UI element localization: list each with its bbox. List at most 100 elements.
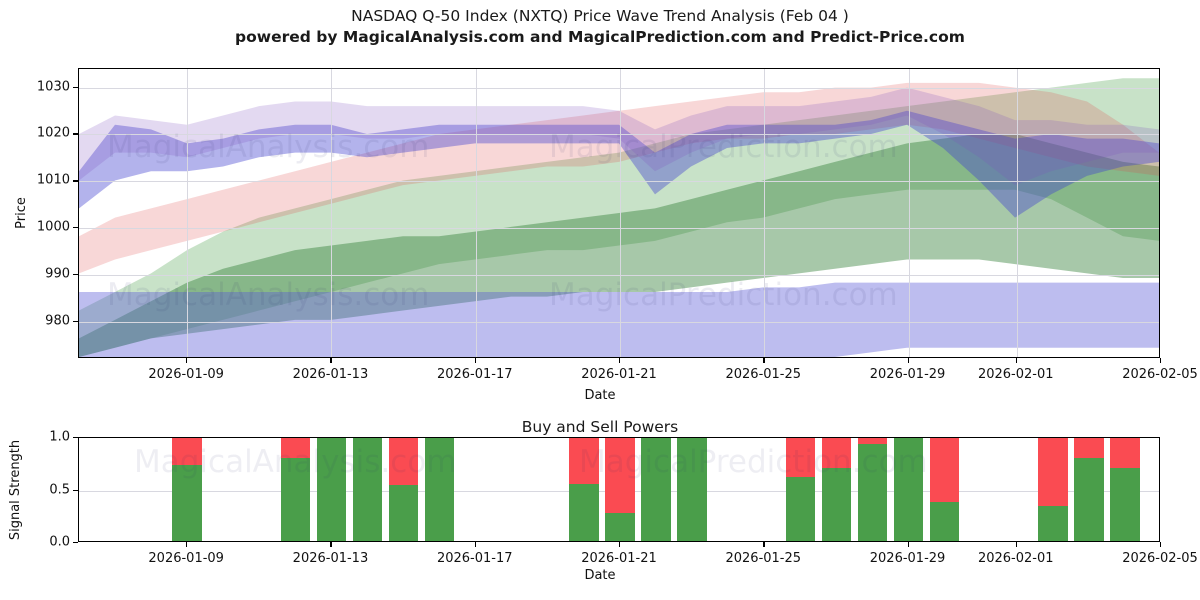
signal-chart-title: Buy and Sell Powers [521, 418, 679, 436]
sell-power-segment [1038, 438, 1068, 507]
buy-power-segment [929, 502, 960, 541]
x-tick-label: 2026-01-09 [148, 551, 224, 566]
x-tick-label: 2026-01-21 [581, 551, 657, 566]
table-row[interactable] [316, 438, 347, 541]
y-tick-label: 1030 [36, 79, 70, 95]
y-tick-label: 0.0 [49, 534, 70, 550]
x-tick-label: 2026-02-05 [1122, 551, 1198, 566]
buy-power-segment [785, 476, 816, 541]
page-subtitle: powered by MagicalAnalysis.com and Magic… [235, 28, 965, 46]
y-tick-mark [73, 227, 78, 229]
x-tick-mark [186, 542, 188, 547]
y-tick-mark [73, 86, 78, 88]
buy-power-segment [352, 438, 383, 541]
table-row[interactable] [641, 438, 671, 541]
x-tick-label: 2026-01-13 [292, 551, 369, 566]
y-tick-mark [73, 437, 78, 439]
table-row[interactable] [172, 438, 202, 541]
buy-power-segment [641, 438, 671, 541]
x-tick-label: 2026-01-17 [436, 551, 513, 566]
buy-power-segment [605, 512, 635, 541]
wave-band-blue-lower-band [79, 282, 1159, 357]
gridline [1016, 69, 1018, 357]
buy-power-segment [569, 484, 599, 541]
x-tick-label: 2026-02-05 [1122, 367, 1198, 382]
sell-power-segment [785, 438, 816, 477]
table-row[interactable] [352, 438, 383, 541]
x-tick-mark [330, 358, 332, 363]
table-row[interactable] [1074, 438, 1104, 541]
gridline [79, 181, 1159, 183]
y-tick-mark [73, 273, 78, 276]
buy-power-segment [677, 438, 707, 541]
x-tick-label: 2026-01-13 [292, 367, 369, 382]
table-row[interactable] [821, 438, 852, 541]
buy-power-segment [424, 438, 455, 541]
y-tick-label: 1020 [36, 125, 70, 141]
x-tick-mark [330, 542, 332, 547]
sell-power-segment [857, 438, 888, 445]
gridline [187, 69, 189, 357]
table-row[interactable] [569, 438, 599, 541]
table-row[interactable] [893, 438, 924, 541]
sell-power-segment [280, 438, 311, 459]
gridline [620, 69, 621, 357]
y-tick-label: 1010 [36, 172, 70, 188]
x-tick-mark [907, 542, 909, 547]
x-tick-mark [763, 358, 765, 363]
x-tick-label: 2026-01-25 [725, 551, 802, 566]
table-row[interactable] [388, 438, 419, 541]
signal-plot-area: MagicalAnalysis.com MagicalPrediction.co… [78, 437, 1160, 542]
gridline [79, 87, 1159, 89]
buy-power-segment [857, 444, 888, 541]
x-tick-label: 2026-01-21 [581, 367, 657, 382]
x-tick-label: 2026-01-29 [869, 367, 946, 382]
x-tick-mark [1160, 542, 1162, 547]
x-tick-mark [763, 542, 765, 547]
gridline [475, 69, 477, 357]
chart-title-block: NASDAQ Q-50 Index (NXTQ) Price Wave Tren… [0, 6, 1200, 48]
table-row[interactable] [677, 438, 707, 541]
signal-x-axis-label: Date [584, 568, 616, 583]
table-row[interactable] [280, 438, 311, 541]
gridline [79, 321, 1159, 323]
buy-power-segment [1110, 467, 1140, 541]
x-tick-mark [474, 358, 477, 363]
wave-band-green-inner-band [79, 134, 1159, 357]
gridline [331, 69, 333, 357]
gridline [908, 69, 910, 357]
x-tick-label: 2026-01-25 [725, 367, 802, 382]
x-tick-label: 2026-01-29 [869, 551, 946, 566]
table-row[interactable] [424, 438, 455, 541]
sell-power-segment [1110, 438, 1140, 468]
table-row[interactable] [605, 438, 635, 541]
y-tick-mark [73, 542, 78, 544]
y-tick-label: 980 [45, 313, 70, 329]
x-tick-mark [1015, 542, 1018, 547]
sell-power-segment [929, 438, 960, 503]
signal-title-block: Buy and Sell Powers [0, 417, 1200, 438]
buy-power-segment [893, 438, 924, 541]
table-row[interactable] [1110, 438, 1140, 541]
y-tick-label: 0.5 [49, 482, 70, 497]
x-tick-mark [1160, 358, 1162, 363]
table-row[interactable] [857, 438, 888, 541]
buy-power-segment [821, 467, 852, 541]
sell-power-segment [605, 438, 635, 513]
price-wave-bands [79, 69, 1159, 357]
gridline [79, 134, 1159, 136]
table-row[interactable] [1038, 438, 1068, 541]
buy-power-segment [280, 458, 311, 541]
buy-power-segment [1038, 506, 1068, 541]
y-tick-mark [73, 320, 78, 322]
y-tick-mark [73, 133, 78, 135]
wave-band-violet-upper-band [79, 87, 1159, 186]
table-row[interactable] [929, 438, 960, 541]
price-wave-chart: MagicalAnalysis.com MagicalPrediction.co… [78, 68, 1160, 358]
table-row[interactable] [785, 438, 816, 541]
y-tick-mark [73, 489, 78, 491]
x-tick-mark [619, 358, 621, 363]
x-tick-mark [474, 542, 477, 547]
x-tick-mark [186, 358, 188, 363]
